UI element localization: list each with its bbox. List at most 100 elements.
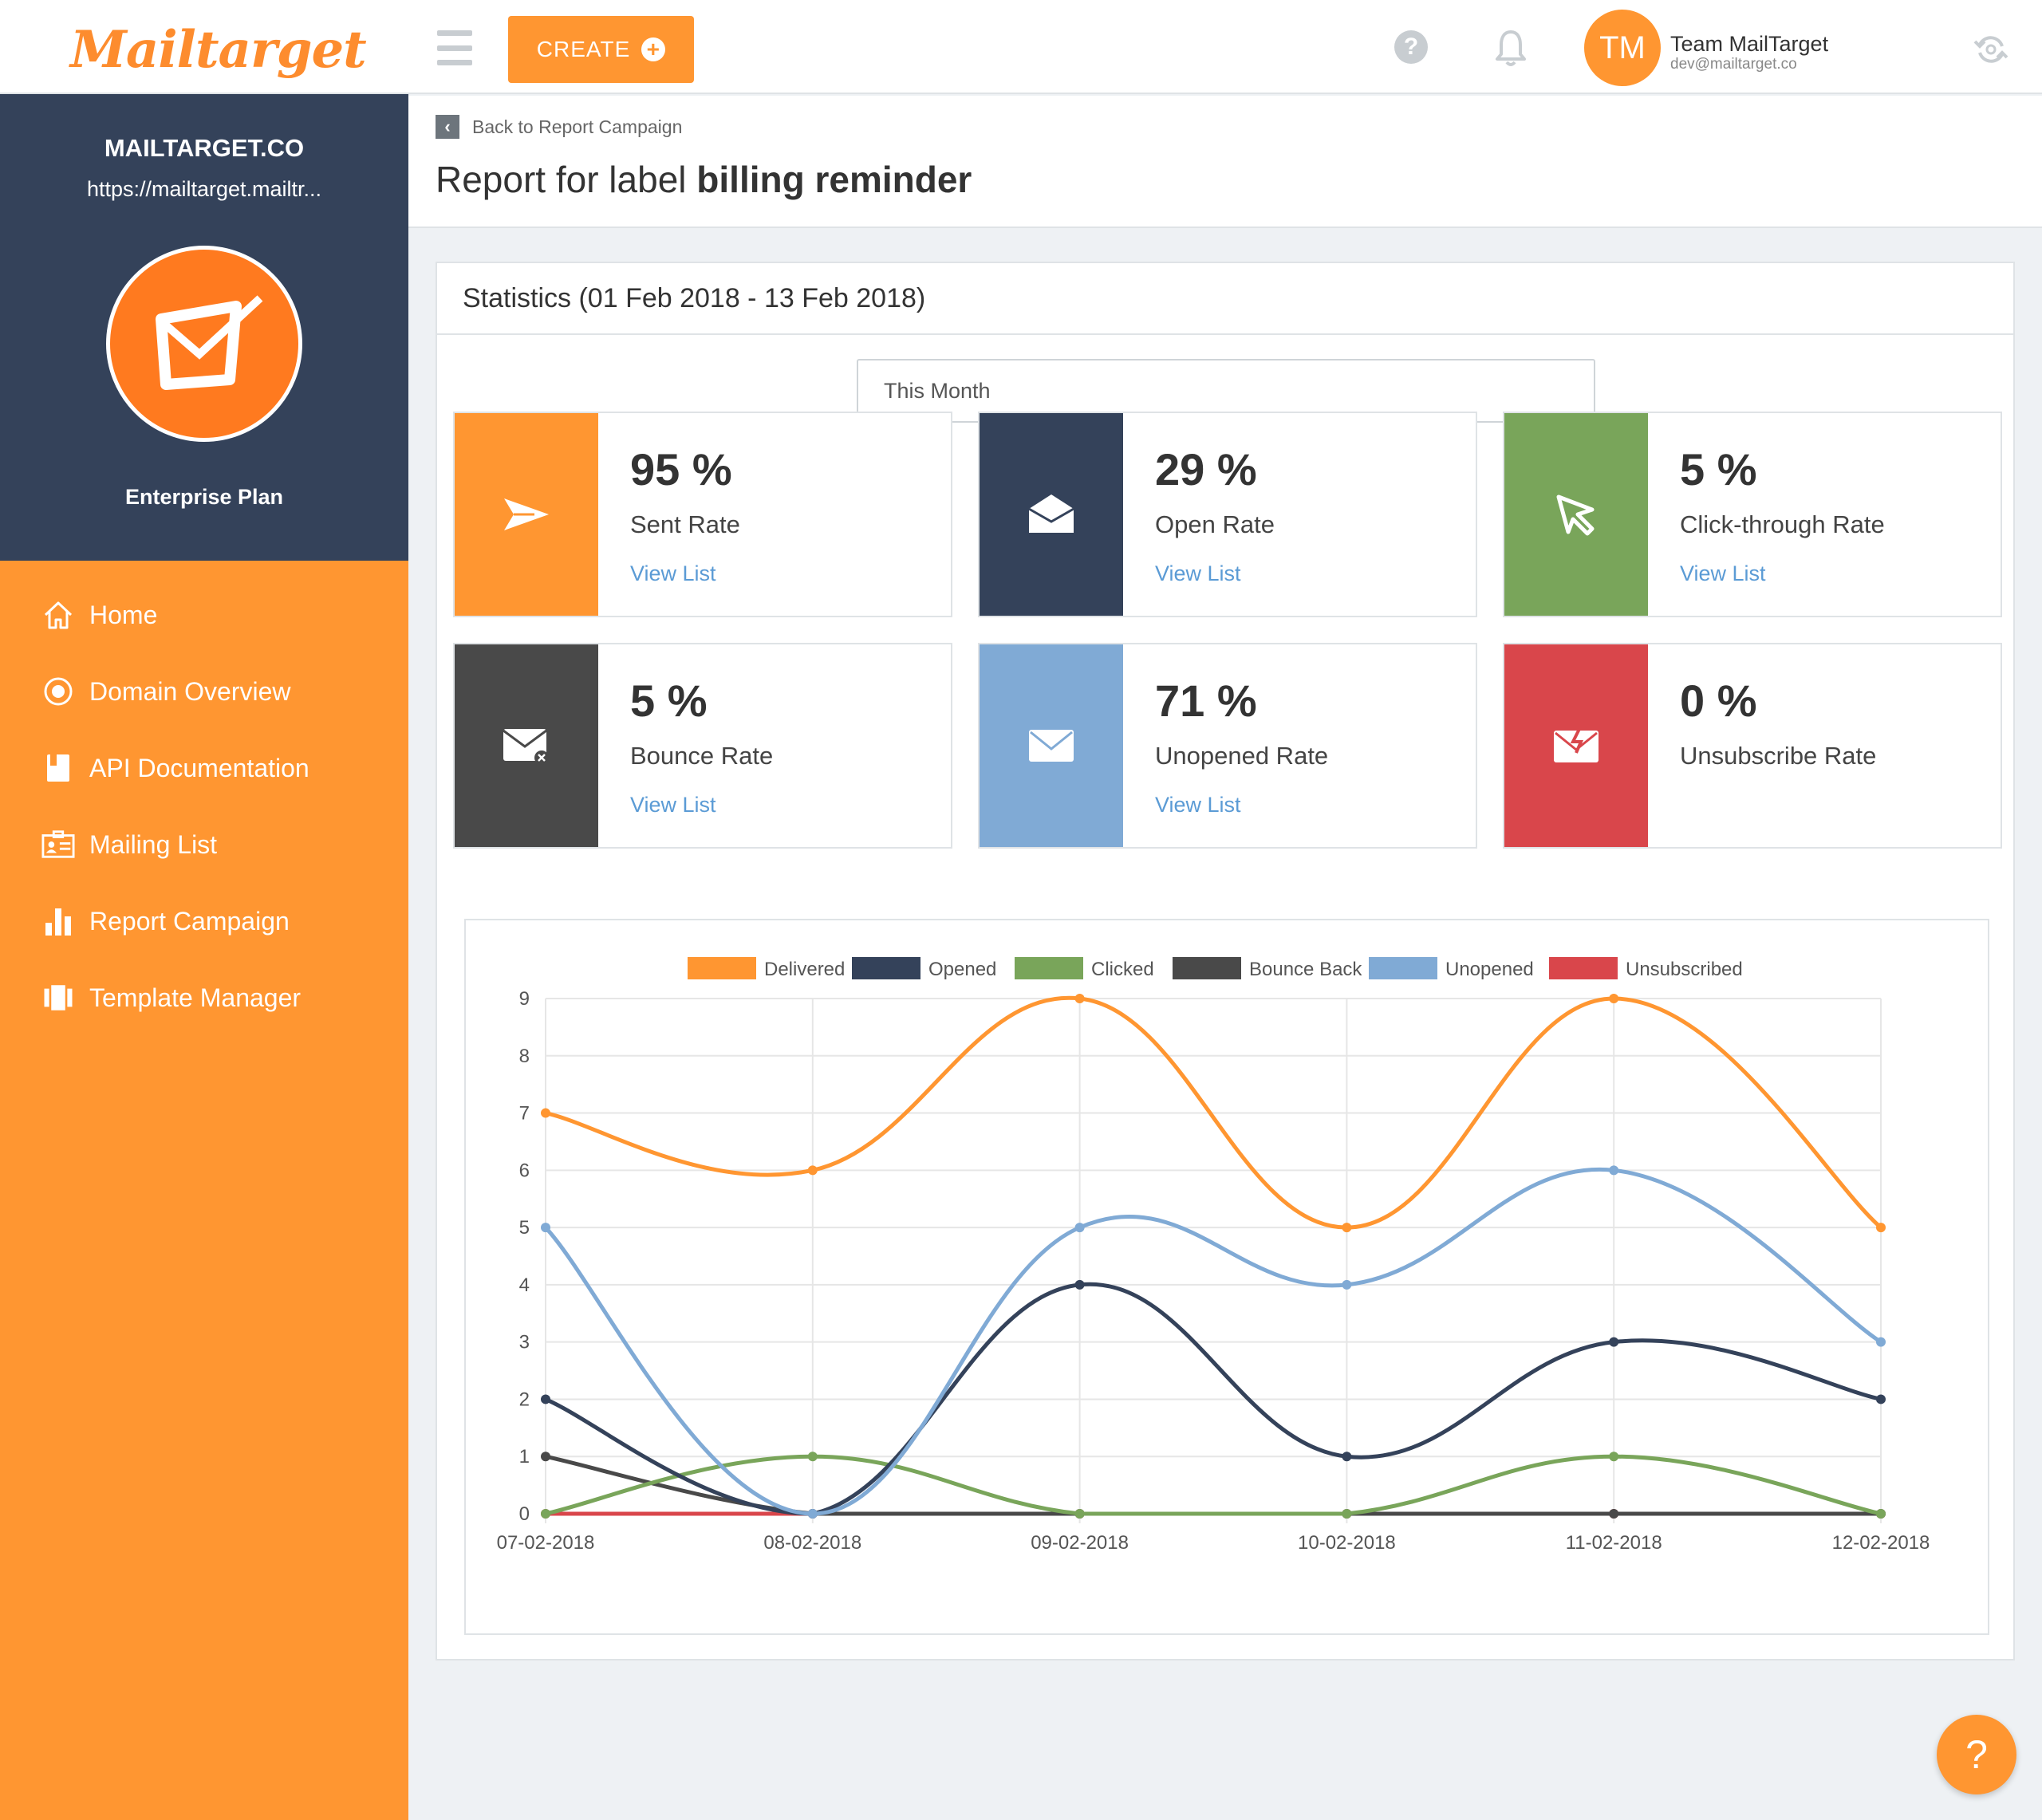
legend-label: Clicked bbox=[1091, 959, 1154, 980]
contact-card-icon bbox=[41, 828, 75, 861]
sidebar-item-api-documentation[interactable]: API Documentation bbox=[0, 730, 408, 806]
x-tick-label: 10-02-2018 bbox=[1298, 1532, 1396, 1554]
back-label: Back to Report Campaign bbox=[472, 116, 683, 137]
sidebar-item-domain-overview[interactable]: Domain Overview bbox=[0, 653, 408, 730]
legend-label: Unsubscribed bbox=[1626, 959, 1743, 980]
page-title-prefix: Report for label bbox=[436, 159, 687, 200]
data-point-clicked bbox=[1609, 1452, 1619, 1462]
sidebar-item-template-manager[interactable]: Template Manager bbox=[0, 959, 408, 1036]
data-point-delivered bbox=[541, 1108, 550, 1118]
org-avatar bbox=[106, 246, 302, 442]
data-point-opened bbox=[541, 1394, 550, 1404]
legend-label: Bounce Back bbox=[1249, 959, 1362, 980]
legend-swatch-clicked bbox=[1015, 957, 1083, 979]
sidebar: MAILTARGET.CO https://mailtarget.mailtr.… bbox=[0, 94, 408, 1820]
x-tick-label: 11-02-2018 bbox=[1566, 1532, 1662, 1554]
user-name: Team MailTarget bbox=[1670, 32, 1829, 56]
sidebar-nav: Home Domain Overview API Documentation M… bbox=[0, 561, 408, 1036]
refresh-icon[interactable] bbox=[1973, 32, 2008, 67]
sidebar-item-label: Home bbox=[89, 600, 158, 629]
series-line-unopened bbox=[544, 1167, 1882, 1516]
data-point-delivered bbox=[1876, 1223, 1886, 1233]
stat-card-bounce-rate: 5 % Bounce Rate View List bbox=[453, 643, 952, 849]
view-list-link[interactable]: View List bbox=[1155, 561, 1241, 585]
x-tick-label: 12-02-2018 bbox=[1832, 1532, 1930, 1554]
x-tick-label: 09-02-2018 bbox=[1031, 1532, 1129, 1554]
view-list-link[interactable]: View List bbox=[1680, 561, 1766, 585]
data-point-delivered bbox=[1342, 1223, 1352, 1233]
y-tick-label: 0 bbox=[519, 1503, 530, 1525]
sidebar-item-label: Mailing List bbox=[89, 829, 218, 859]
home-icon bbox=[41, 598, 75, 632]
stat-value: 95 % bbox=[630, 444, 732, 494]
bar-chart-icon bbox=[41, 904, 75, 938]
book-icon bbox=[41, 751, 75, 785]
stat-card-click-through-rate: 5 % Click-through Rate View List bbox=[1503, 412, 2002, 617]
data-point-unopened bbox=[807, 1509, 818, 1519]
stat-value: 29 % bbox=[1155, 444, 1257, 494]
data-point-opened bbox=[1876, 1394, 1886, 1404]
data-point-unopened bbox=[1876, 1337, 1886, 1347]
create-button[interactable]: CREATE + bbox=[508, 16, 694, 83]
open-envelope-icon bbox=[980, 413, 1123, 616]
series-line-opened bbox=[545, 1282, 1882, 1516]
create-label: CREATE bbox=[536, 37, 631, 61]
y-tick-label: 8 bbox=[519, 1046, 530, 1067]
y-tick-label: 5 bbox=[519, 1217, 530, 1239]
data-point-bounce-back bbox=[1609, 1509, 1619, 1519]
sidebar-item-label: Report Campaign bbox=[89, 906, 290, 936]
target-icon bbox=[41, 675, 75, 708]
plan-label: Enterprise Plan bbox=[124, 485, 284, 509]
stat-value: 0 % bbox=[1680, 676, 1757, 726]
logo-text: Mailtarget bbox=[70, 19, 367, 80]
sidebar-item-report-campaign[interactable]: Report Campaign bbox=[0, 883, 408, 959]
view-list-link[interactable]: View List bbox=[1155, 793, 1241, 817]
line-chart: 0 1 2 3 4 5 6 7 8 9 07-02-2018 08-02-2018 09-02-2018… bbox=[464, 919, 1989, 1635]
help-icon[interactable]: ? bbox=[1394, 30, 1428, 64]
org-url: https://mailtarget.mailtr... bbox=[86, 177, 322, 201]
avatar[interactable]: TM bbox=[1584, 10, 1661, 86]
data-point-unopened bbox=[1609, 1165, 1619, 1176]
logo[interactable]: Mailtarget bbox=[61, 11, 367, 88]
menu-toggle-icon[interactable] bbox=[437, 30, 472, 65]
view-list-link[interactable]: View List bbox=[630, 561, 716, 585]
legend-swatch-bounce-back bbox=[1173, 957, 1241, 979]
legend-label: Delivered bbox=[764, 959, 845, 980]
legend-label: Unopened bbox=[1445, 959, 1534, 980]
sidebar-item-home[interactable]: Home bbox=[0, 577, 408, 653]
data-point-opened bbox=[1342, 1452, 1352, 1462]
send-icon bbox=[455, 413, 598, 616]
view-list-link[interactable]: View List bbox=[630, 793, 716, 817]
chevron-left-icon: ‹ bbox=[436, 115, 459, 139]
statistics-card: Statistics (01 Feb 2018 - 13 Feb 2018) T… bbox=[436, 262, 2015, 1660]
statistics-title: Statistics (01 Feb 2018 - 13 Feb 2018) bbox=[437, 263, 2013, 335]
y-tick-label: 1 bbox=[519, 1446, 530, 1467]
page-title: Report for label billing reminder bbox=[436, 158, 972, 201]
legend-swatch-opened bbox=[852, 957, 920, 979]
y-tick-label: 7 bbox=[519, 1103, 530, 1125]
unsubscribe-envelope-icon bbox=[1504, 644, 1648, 847]
bell-icon[interactable] bbox=[1493, 29, 1528, 67]
legend-swatch-unsubscribed bbox=[1549, 957, 1618, 979]
closed-envelope-icon bbox=[980, 644, 1123, 847]
stat-label: Sent Rate bbox=[630, 510, 740, 538]
data-point-unopened bbox=[541, 1223, 550, 1233]
data-point-unopened bbox=[1342, 1279, 1352, 1290]
stat-card-sent-rate: 95 % Sent Rate View List bbox=[453, 412, 952, 617]
stat-value: 71 % bbox=[1155, 676, 1257, 726]
legend-swatch-unopened bbox=[1369, 957, 1437, 979]
top-bar: Mailtarget CREATE + ? TM Team MailTarget… bbox=[0, 0, 2042, 94]
help-fab-button[interactable]: ? bbox=[1937, 1715, 2016, 1794]
legend-label: Opened bbox=[928, 959, 996, 980]
sidebar-item-mailing-list[interactable]: Mailing List bbox=[0, 806, 408, 883]
y-tick-label: 9 bbox=[519, 988, 530, 1010]
data-point-clicked bbox=[807, 1452, 818, 1462]
data-point-bounce-back bbox=[541, 1452, 550, 1462]
sidebar-item-label: Domain Overview bbox=[89, 676, 291, 706]
stat-label: Click-through Rate bbox=[1680, 510, 1885, 538]
data-point-clicked bbox=[1342, 1509, 1352, 1519]
series-line-delivered bbox=[545, 995, 1882, 1230]
y-tick-label: 2 bbox=[519, 1389, 530, 1410]
back-link[interactable]: ‹ Back to Report Campaign bbox=[436, 115, 682, 139]
data-point-delivered bbox=[1609, 994, 1619, 1003]
